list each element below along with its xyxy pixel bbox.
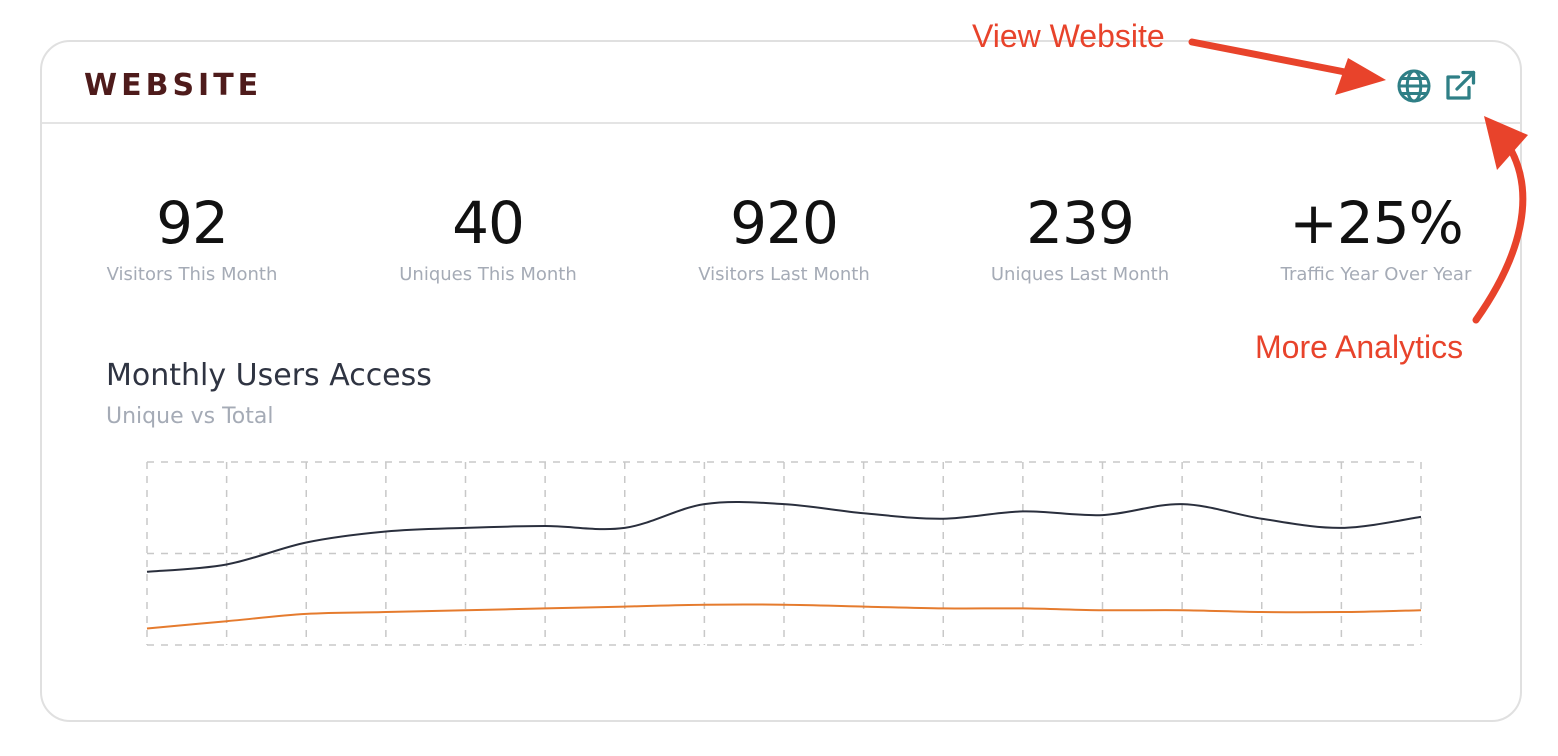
external-link-icon[interactable] [1442,68,1478,104]
stats-row: 92 Visitors This Month 40 Uniques This M… [42,190,1520,290]
stat-uniques-this-month: 40 Uniques This Month [368,190,608,285]
series-line-1 [146,603,1422,630]
stat-value: 920 [730,189,839,257]
stat-visitors-this-month: 92 Visitors This Month [72,190,312,285]
stat-label: Visitors This Month [106,264,278,285]
stat-value: +25% [1289,189,1464,257]
card-header: WEBSITE [42,42,1520,124]
stat-label: Traffic Year Over Year [1280,264,1472,285]
chart-subtitle: Unique vs Total [106,404,274,429]
stat-label: Uniques This Month [399,264,577,285]
series-line-0 [146,500,1422,573]
monthly-users-chart [146,461,1422,646]
stat-value: 92 [156,189,229,257]
stat-value: 40 [452,189,525,257]
stat-value: 239 [1026,189,1135,257]
card-title: WEBSITE [84,68,263,103]
stat-visitors-last-month: 920 Visitors Last Month [664,190,904,285]
annotation-more-analytics: More Analytics [1255,329,1464,365]
stat-uniques-last-month: 239 Uniques Last Month [960,190,1200,285]
stat-traffic-yoy: +25% Traffic Year Over Year [1256,190,1496,285]
chart-title: Monthly Users Access [106,358,432,393]
globe-icon[interactable] [1396,68,1432,104]
website-card: WEBSITE 92 Visitors This Month 40 Unique… [40,40,1522,722]
stat-label: Visitors Last Month [698,264,870,285]
annotation-view-website: View Website [972,18,1165,54]
stat-label: Uniques Last Month [990,264,1170,285]
